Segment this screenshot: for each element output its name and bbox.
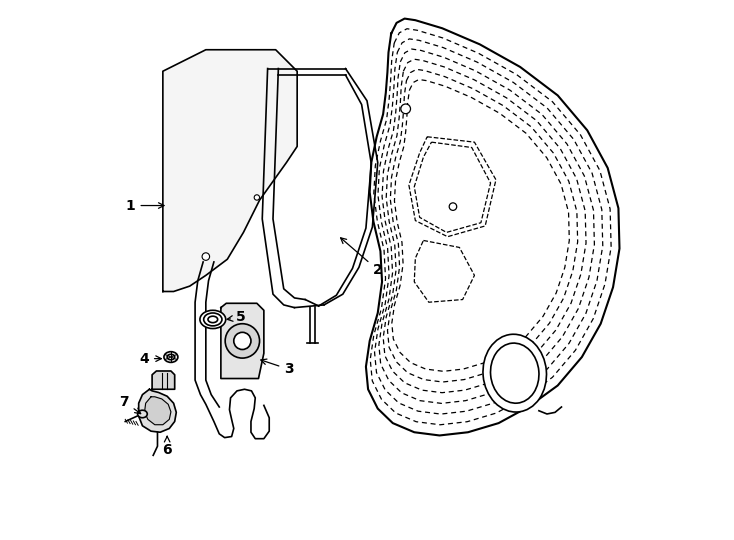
Ellipse shape [203, 313, 222, 326]
Ellipse shape [208, 316, 218, 322]
Ellipse shape [490, 343, 539, 403]
Circle shape [254, 195, 260, 200]
Ellipse shape [200, 310, 226, 328]
Text: 1: 1 [126, 199, 164, 213]
Polygon shape [163, 50, 297, 292]
Ellipse shape [167, 354, 175, 360]
Polygon shape [145, 397, 171, 425]
Text: 7: 7 [120, 395, 141, 414]
Polygon shape [221, 303, 264, 379]
Circle shape [449, 203, 457, 211]
Text: 4: 4 [139, 352, 161, 366]
Text: 2: 2 [341, 238, 382, 277]
Polygon shape [139, 389, 176, 432]
Circle shape [401, 104, 410, 113]
Circle shape [202, 253, 210, 260]
Ellipse shape [164, 352, 178, 362]
Text: 6: 6 [162, 436, 172, 457]
Text: 5: 5 [227, 310, 246, 325]
Ellipse shape [137, 410, 148, 418]
Circle shape [233, 332, 251, 349]
Polygon shape [152, 371, 175, 389]
Text: 3: 3 [261, 359, 294, 376]
Ellipse shape [483, 334, 547, 412]
Circle shape [225, 323, 260, 358]
